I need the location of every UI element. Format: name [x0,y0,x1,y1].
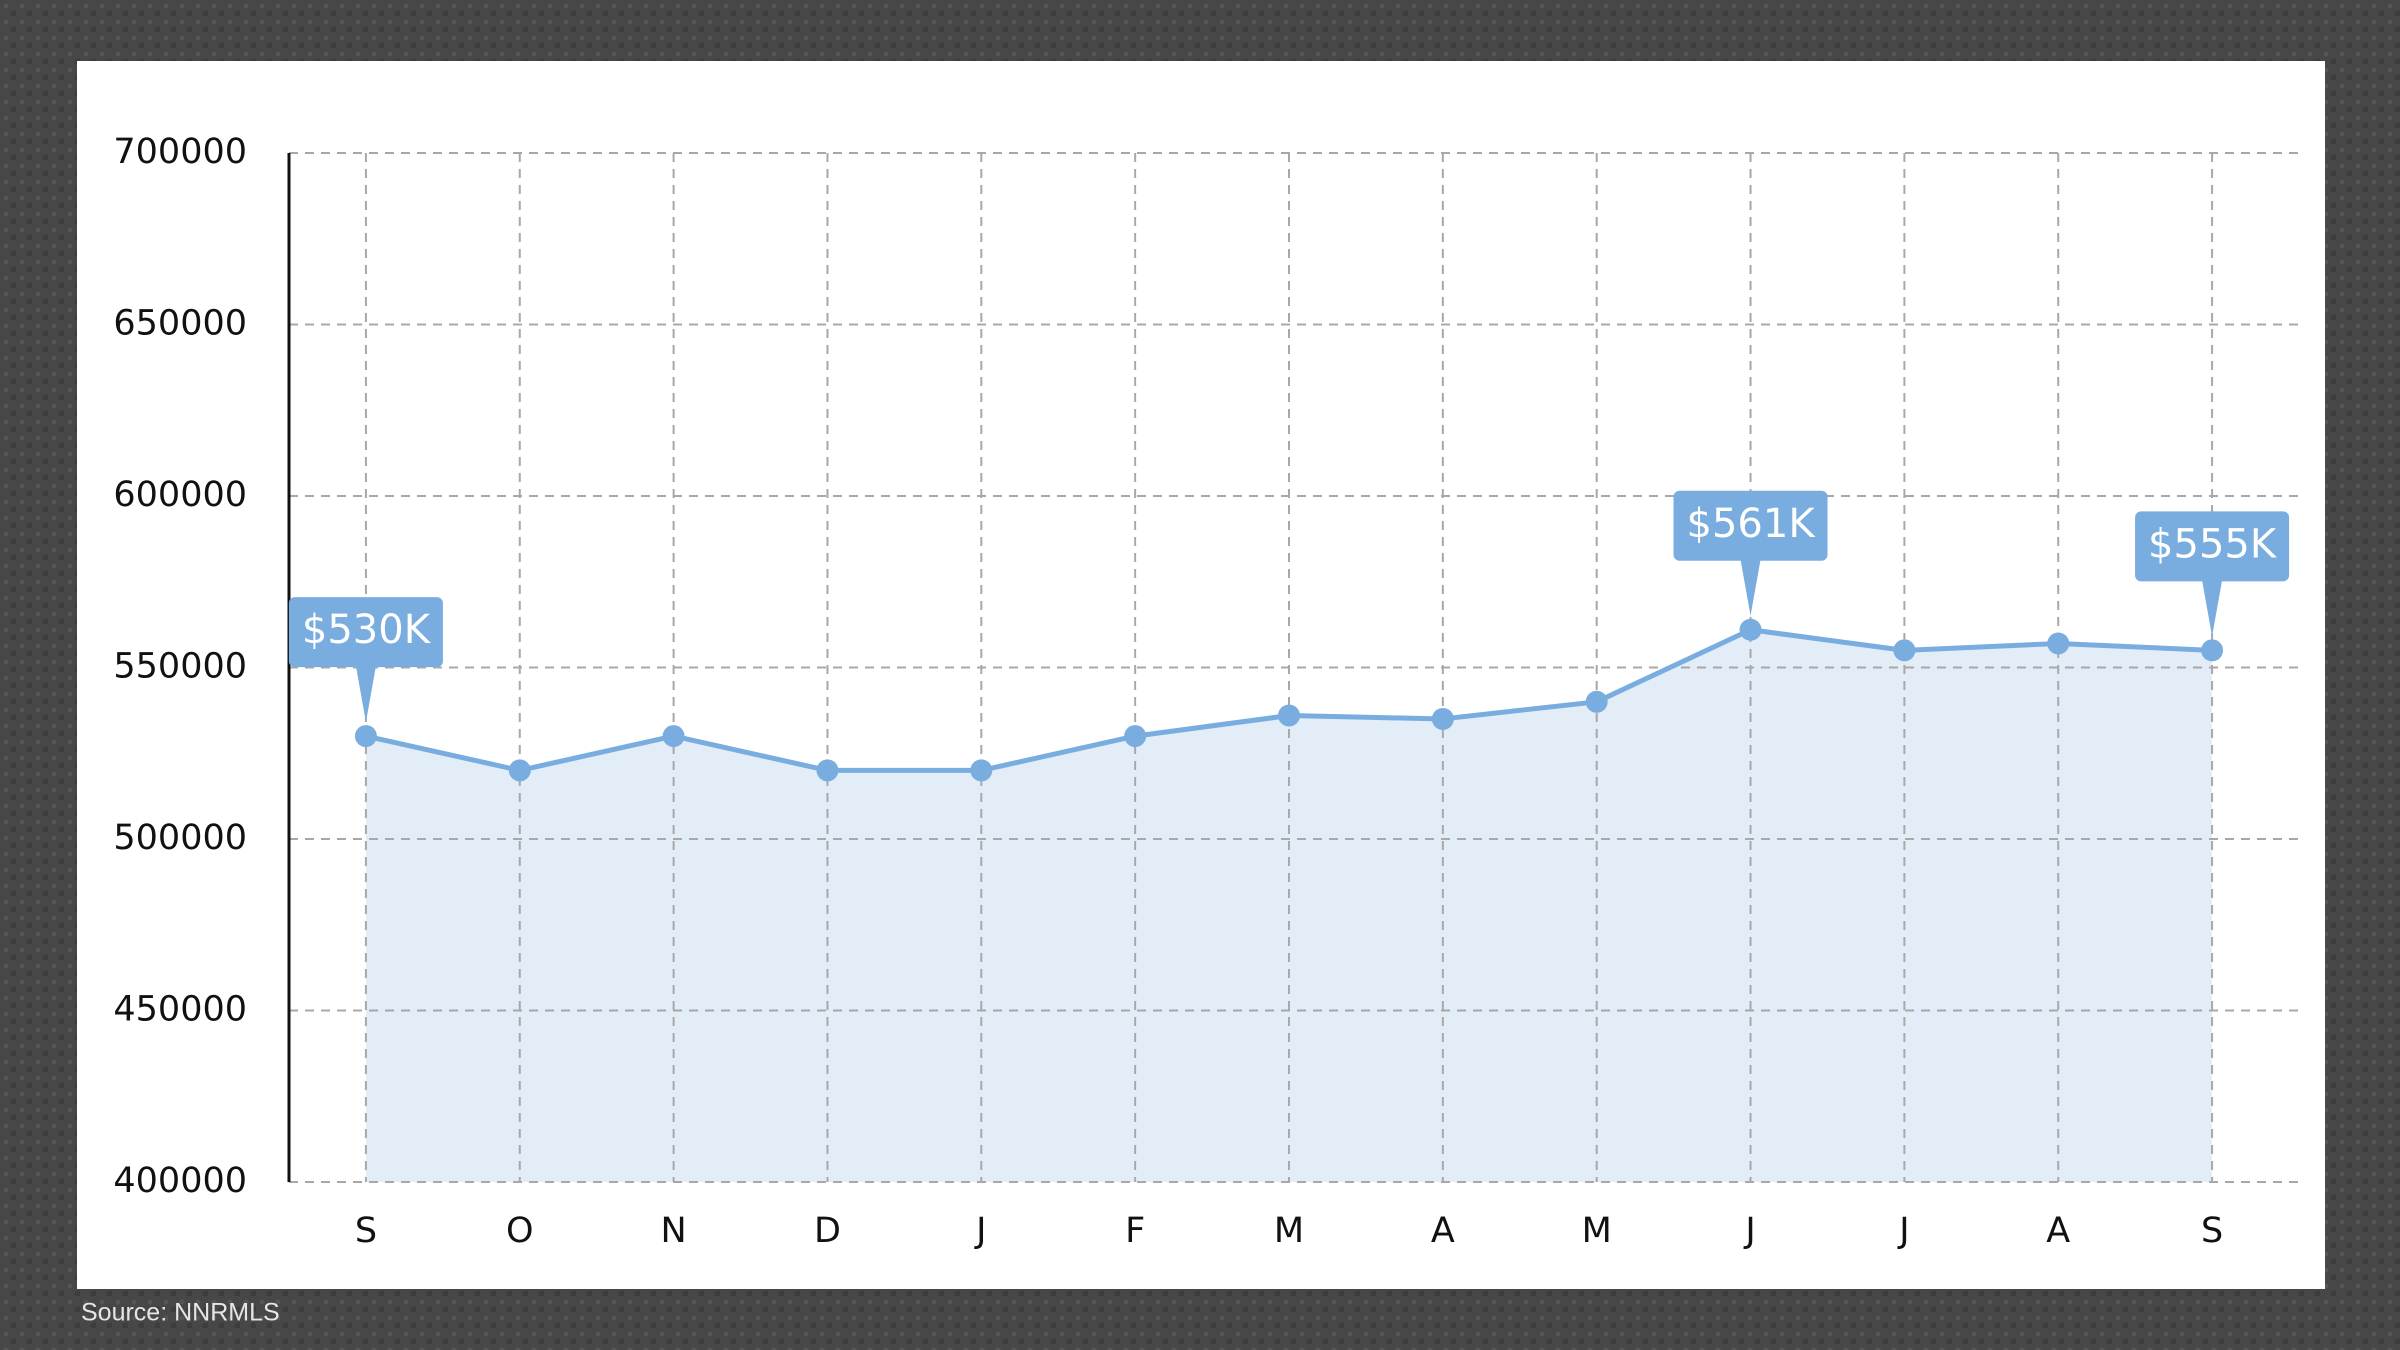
x-tick-label: S [355,1211,377,1251]
x-tick-label: N [661,1211,687,1251]
point [354,725,377,748]
callout-pointer [1740,559,1761,616]
y-tick-label: 600000 [113,475,247,515]
x-tick-label: F [1125,1211,1145,1251]
x-tick-label: O [506,1211,534,1251]
point [1893,639,1916,662]
point [508,759,531,782]
y-tick-label: 650000 [113,304,247,344]
x-tick-label: J [1897,1211,1909,1251]
point [662,725,685,748]
point [1431,707,1454,730]
point [2047,632,2070,655]
y-tick-label: 500000 [113,818,247,858]
x-tick-label: D [814,1211,841,1251]
x-tick-label: A [2046,1211,2070,1251]
x-tick-label: A [1431,1211,1455,1251]
point [1585,690,1608,713]
point [816,759,839,782]
data-label: $530K [302,607,432,653]
callout-pointer [2202,580,2223,637]
data-label-callout: $561K [1673,490,1828,616]
x-tick-label: M [1582,1211,1612,1251]
y-tick-label: 400000 [113,1161,247,1201]
y-tick-label: 700000 [113,132,247,172]
point [1739,618,1762,641]
x-tick-label: J [974,1211,986,1251]
callout-box [1673,490,1828,561]
callout-pointer [355,666,376,723]
data-label-callout: $530K [288,597,443,723]
y-tick-label: 550000 [113,647,247,687]
point [1278,704,1300,727]
point [1124,725,1147,748]
source-note: Source: NNRMLS [81,1299,280,1327]
point [970,759,993,782]
x-tick-label: M [1274,1211,1304,1251]
point [2201,639,2224,662]
data-label: $555K [2148,521,2278,567]
data-label: $561K [1687,501,1817,547]
callout-box [2135,511,2290,582]
y-tick-label: 450000 [113,990,247,1030]
x-tick-label: J [1743,1211,1755,1251]
callout-box [288,597,443,668]
x-tick-label: S [2201,1211,2223,1251]
data-label-callout: $555K [2135,511,2290,637]
